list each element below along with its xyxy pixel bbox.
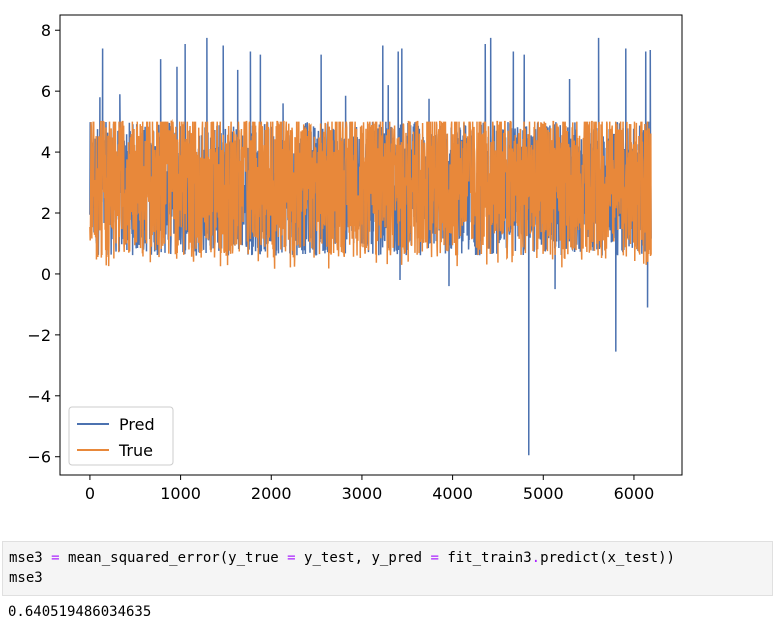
y-tick-label: 4 [41,143,51,162]
output-value: 0.640519486034635 [8,604,152,620]
x-tick-label: 0 [85,484,95,503]
code-token: fit_train3 [438,550,532,566]
code-token: = [51,550,60,566]
y-tick-label: 2 [41,204,51,223]
code-token: y_test, y_pred [295,550,431,566]
x-tick-label: 1000 [160,484,201,503]
code-token: = [430,550,439,566]
legend-label: Pred [119,415,155,434]
x-tick-label: 3000 [342,484,383,503]
code-token: = [287,550,296,566]
y-tick-label: −4 [27,387,51,406]
code-token: mse3 [9,550,52,566]
y-tick-label: 6 [41,82,51,101]
plot-frame [59,14,683,476]
legend: Pred True [68,406,174,466]
x-tick-label: 6000 [614,484,655,503]
x-tick-label: 2000 [251,484,292,503]
code-cell[interactable]: mse3 = mean_squared_error(y_true = y_tes… [2,541,773,596]
y-tick-label: 0 [41,265,51,284]
code-token: . [531,550,541,566]
code-token: mean_squared_error(y_true [59,550,288,566]
y-tick-label: −6 [27,448,51,467]
code-line-2: mse3 [9,570,43,586]
line-chart: 0 1000 2000 3000 4000 5000 6000 8 6 4 2 0 −2 −4 −6 Pre… [27,14,683,503]
code-token: predict(x_test)) [540,550,675,566]
x-tick-label: 4000 [432,484,473,503]
y-tick-label: 8 [41,21,51,40]
x-tick-label: 5000 [523,484,564,503]
code-line-1: mse3 = mean_squared_error(y_true = y_tes… [9,550,675,566]
y-tick-label: −2 [27,326,51,345]
series-line-true [89,119,652,269]
legend-label: True [118,441,153,460]
